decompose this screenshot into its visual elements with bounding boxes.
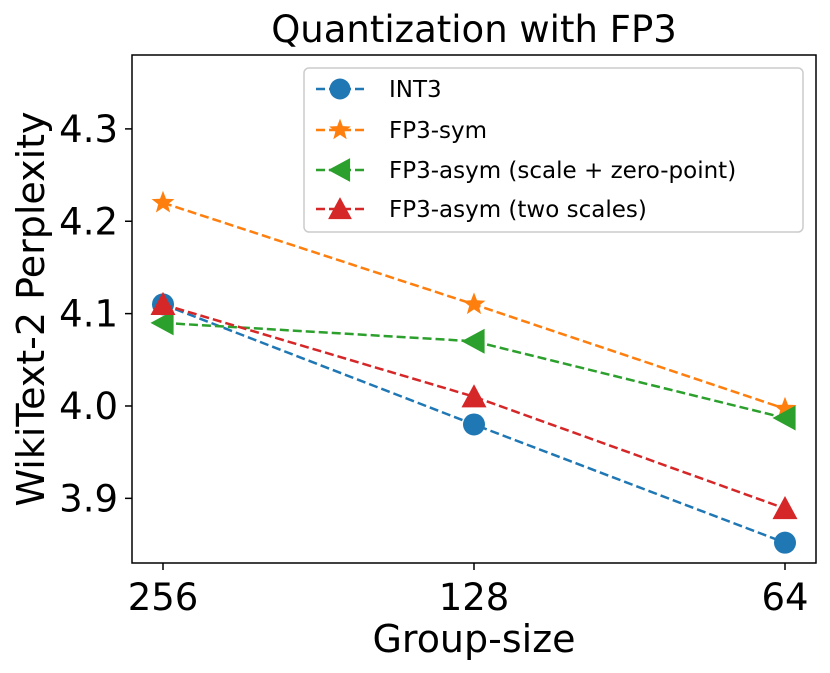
legend-marker (329, 118, 351, 140)
data-point (774, 531, 796, 554)
legend-entry: FP3-sym (389, 118, 487, 144)
y-axis: 3.9 4.0 4.1 4.2 4.3 (59, 108, 132, 520)
legend-marker (328, 197, 352, 220)
legend-items: INT3 FP3-sym FP3-asym (scale + zero-point)… (316, 77, 736, 223)
data-point (150, 310, 174, 336)
legend-entry: FP3-asym (two scales) (389, 197, 647, 223)
data-point (772, 496, 798, 520)
data-point (462, 292, 486, 315)
data-point (463, 413, 485, 436)
series-layer (150, 190, 798, 554)
data-point (150, 291, 176, 315)
data-point (772, 405, 796, 431)
series-line (162, 303, 786, 510)
legend-frame (303, 67, 804, 233)
y-axis-label: WikiText-2 Perplexity (9, 111, 53, 506)
data-point (461, 384, 487, 408)
legend-marker (328, 158, 351, 182)
legend-entry: INT3 (389, 77, 442, 103)
legend-marker (329, 78, 351, 100)
legend-entry: FP3-asym (scale + zero-point) (389, 158, 736, 184)
y-tick-label: 4.0 (59, 385, 118, 428)
data-point (151, 190, 175, 213)
y-tick-label: 4.1 (59, 293, 118, 336)
chart-title: Quantization with FP3 (271, 8, 677, 51)
data-point (461, 328, 485, 354)
y-tick-label: 4.2 (59, 200, 118, 243)
x-tick-label: 64 (761, 576, 808, 619)
y-tick-label: 3.9 (59, 477, 118, 520)
x-axis: 256 128 64 (128, 563, 809, 619)
x-tick-label: 256 (128, 576, 199, 619)
y-tick-label: 4.3 (59, 108, 118, 151)
series-line (162, 321, 786, 420)
x-tick-label: 128 (439, 576, 510, 619)
x-axis-label: Group-size (372, 617, 575, 661)
legend: INT3 FP3-sym FP3-asym (scale + zero-point)… (303, 67, 804, 233)
data-point (773, 396, 797, 419)
